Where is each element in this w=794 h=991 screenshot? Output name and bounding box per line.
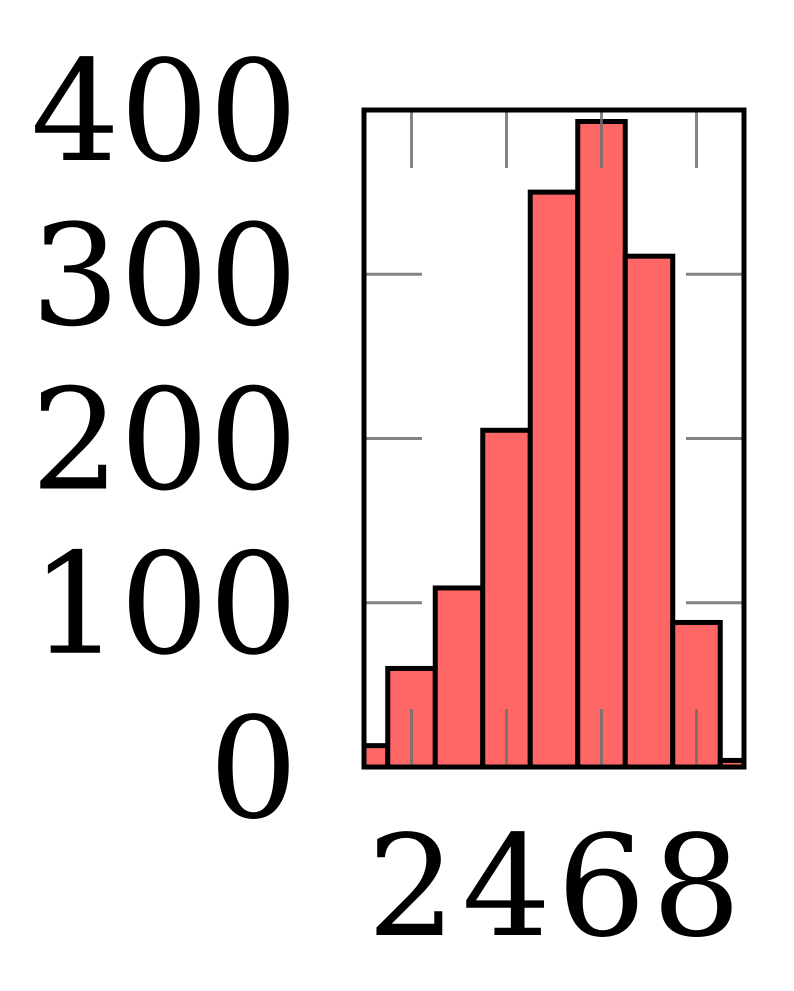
x-tick-label: 4 [462, 806, 551, 969]
y-tick-label: 100 [31, 524, 298, 687]
x-tick-label: 2 [367, 806, 456, 969]
y-tick-label: 300 [31, 195, 298, 358]
plot-frame [361, 107, 747, 770]
bars [364, 118, 744, 767]
y-tick-label: 200 [31, 360, 298, 523]
x-tick-label: 8 [652, 806, 741, 969]
x-tick-label: 6 [557, 806, 646, 969]
bar [622, 253, 676, 767]
y-tick-label: 0 [209, 688, 298, 851]
bar [432, 585, 486, 767]
bar [527, 189, 581, 767]
bar [717, 757, 744, 767]
bar [575, 118, 628, 767]
y-tick-label: 400 [31, 31, 298, 194]
